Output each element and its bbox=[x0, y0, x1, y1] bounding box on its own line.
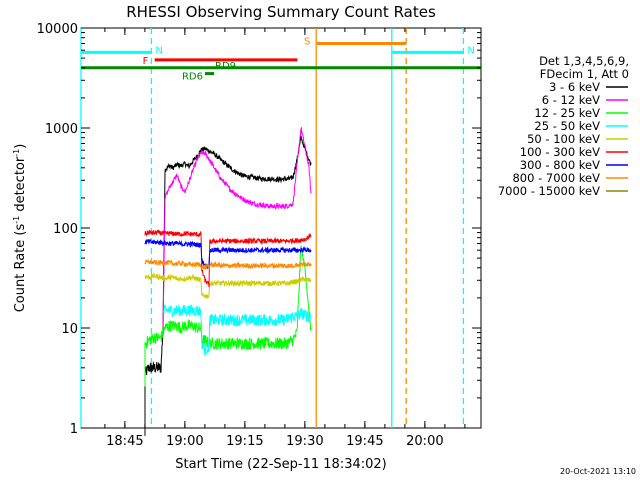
legend: Det 1,3,4,5,6,9, FDecim 1, Att 0 3 - 6 k… bbox=[498, 54, 629, 198]
segment-label-n-1: N bbox=[467, 45, 474, 56]
legend-label-0: 3 - 6 keV bbox=[549, 80, 600, 94]
legend-header-line-2: FDecim 1, Att 0 bbox=[540, 67, 629, 81]
legend-header-line-1: Det 1,3,4,5,6,9, bbox=[539, 54, 629, 68]
x-tick-label-1: 19:00 bbox=[166, 434, 203, 449]
series-lines bbox=[144, 127, 312, 436]
y-axis-label-sup2: -1 bbox=[12, 149, 21, 157]
x-tick-label-4: 19:45 bbox=[346, 434, 383, 449]
y-axis-ticks: 1 10 100 1000 10000 bbox=[37, 22, 481, 437]
y-tick-label-3: 1000 bbox=[45, 122, 78, 137]
series-line-6 bbox=[144, 238, 312, 270]
y-axis-label-main: Count Rate (s bbox=[13, 224, 28, 313]
series-line-7 bbox=[144, 259, 312, 271]
legend-label-6: 300 - 800 keV bbox=[520, 158, 600, 172]
segment-label-f-3: F bbox=[143, 56, 149, 67]
segment-label-rd6-5: RD6 bbox=[182, 72, 203, 83]
legend-label-1: 6 - 12 keV bbox=[542, 93, 600, 107]
x-axis-ticks: 18:45 19:00 19:15 19:30 19:45 20:00 bbox=[104, 28, 466, 449]
series-line-1 bbox=[162, 127, 312, 334]
x-tick-label-5: 20:00 bbox=[406, 434, 443, 449]
legend-label-8: 7000 - 15000 keV bbox=[498, 184, 600, 198]
legend-label-2: 12 - 25 keV bbox=[534, 106, 600, 120]
y-tick-label-4: 10000 bbox=[37, 22, 78, 37]
attenuator-segments: N N S F RD9 RD6 bbox=[81, 36, 481, 83]
x-tick-label-3: 19:30 bbox=[286, 434, 323, 449]
y-tick-label-2: 100 bbox=[53, 222, 78, 237]
y-axis-label-sup1: -1 bbox=[12, 216, 21, 224]
series-line-3 bbox=[162, 304, 312, 356]
series-line-4 bbox=[144, 272, 312, 300]
vertical-markers bbox=[80, 28, 465, 428]
series-line-0 bbox=[144, 135, 312, 436]
x-tick-label-0: 18:45 bbox=[106, 434, 143, 449]
y-axis-label: Count Rate (s-1 detector-1) bbox=[12, 144, 28, 313]
y-tick-label-1: 10 bbox=[61, 322, 78, 337]
legend-label-7: 800 - 7000 keV bbox=[512, 171, 600, 185]
plot-frame bbox=[80, 27, 482, 429]
y-axis-label-end: ) bbox=[13, 144, 28, 149]
chart-title: RHESSI Observing Summary Count Rates bbox=[126, 3, 436, 21]
legend-label-4: 50 - 100 keV bbox=[527, 132, 600, 146]
x-tick-label-2: 19:15 bbox=[226, 434, 263, 449]
x-axis-label: Start Time (22-Sep-11 18:34:02) bbox=[175, 457, 386, 472]
y-axis-label-mid: detector bbox=[13, 156, 28, 216]
series-line-5 bbox=[144, 229, 312, 288]
y-tick-label-0: 1 bbox=[70, 422, 78, 437]
series-line-2 bbox=[144, 245, 312, 387]
date-stamp: 20-Oct-2021 13:10 bbox=[560, 467, 636, 476]
legend-label-3: 25 - 50 keV bbox=[534, 119, 600, 133]
legend-label-5: 100 - 300 keV bbox=[520, 145, 600, 159]
segment-label-s-2: S bbox=[304, 36, 310, 47]
segment-label-n-0: N bbox=[155, 45, 162, 56]
segment-label-rd9-4: RD9 bbox=[215, 61, 236, 72]
